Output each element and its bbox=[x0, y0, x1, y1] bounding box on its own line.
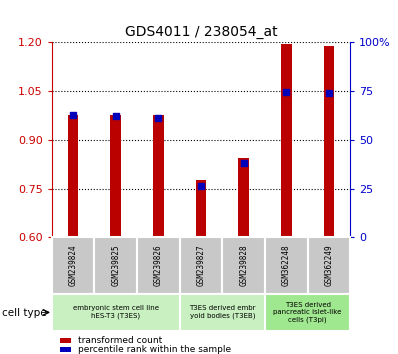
Bar bbox=[265, 294, 350, 331]
Point bbox=[155, 115, 162, 121]
Point bbox=[70, 113, 76, 118]
Bar bbox=[179, 294, 265, 331]
Text: embryonic stem cell line
hES-T3 (T3ES): embryonic stem cell line hES-T3 (T3ES) bbox=[73, 306, 159, 319]
Text: GSM239827: GSM239827 bbox=[197, 245, 205, 286]
Bar bbox=[68, 115, 78, 237]
Point bbox=[283, 89, 289, 95]
Text: GSM239824: GSM239824 bbox=[68, 245, 78, 286]
Bar bbox=[281, 44, 292, 237]
Bar bbox=[179, 237, 222, 294]
Bar bbox=[308, 237, 350, 294]
Text: GSM239825: GSM239825 bbox=[111, 245, 120, 286]
Bar bbox=[52, 294, 179, 331]
Title: GDS4011 / 238054_at: GDS4011 / 238054_at bbox=[125, 25, 277, 39]
Text: T3ES derived
pancreatic islet-like
cells (T3pi): T3ES derived pancreatic islet-like cells… bbox=[273, 302, 342, 323]
Point bbox=[240, 160, 247, 166]
Bar bbox=[137, 237, 179, 294]
Text: T3ES derived embr
yoid bodies (T3EB): T3ES derived embr yoid bodies (T3EB) bbox=[189, 306, 256, 319]
Text: GSM239826: GSM239826 bbox=[154, 245, 163, 286]
Text: GSM362249: GSM362249 bbox=[324, 245, 334, 286]
Bar bbox=[222, 237, 265, 294]
Point bbox=[198, 183, 204, 189]
Text: percentile rank within the sample: percentile rank within the sample bbox=[78, 345, 231, 354]
Bar bbox=[52, 237, 94, 294]
Bar bbox=[238, 158, 249, 237]
Text: transformed count: transformed count bbox=[78, 336, 162, 345]
Text: GSM239828: GSM239828 bbox=[239, 245, 248, 286]
Bar bbox=[196, 181, 206, 237]
Text: GSM362248: GSM362248 bbox=[282, 245, 291, 286]
Bar bbox=[110, 115, 121, 237]
Bar bbox=[153, 115, 164, 237]
Bar bbox=[265, 237, 308, 294]
Point bbox=[326, 91, 332, 96]
Point bbox=[113, 114, 119, 119]
Text: cell type: cell type bbox=[2, 308, 47, 318]
Bar bbox=[94, 237, 137, 294]
Bar bbox=[324, 46, 334, 237]
